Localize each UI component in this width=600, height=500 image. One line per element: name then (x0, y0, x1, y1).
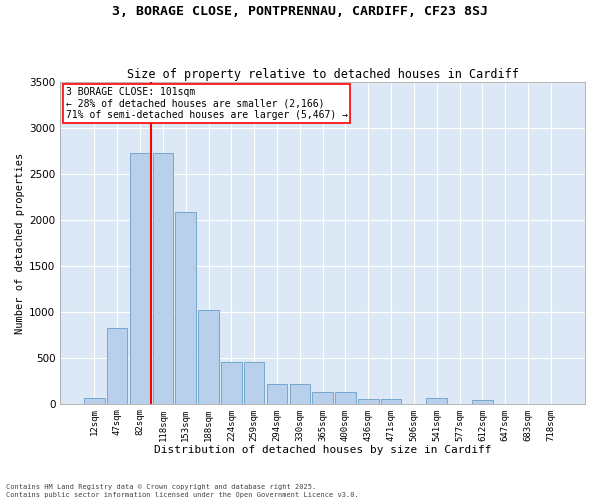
Bar (198, 310, 219, 404)
Bar (152, 153, 173, 404)
Bar (472, 400, 493, 404)
Bar (427, 398, 447, 404)
Bar (244, 362, 265, 404)
Text: 3, BORAGE CLOSE, PONTPRENNAU, CARDIFF, CF23 8SJ: 3, BORAGE CLOSE, PONTPRENNAU, CARDIFF, C… (112, 5, 488, 18)
Bar (313, 392, 333, 404)
Y-axis label: Number of detached properties: Number of detached properties (15, 152, 25, 334)
Text: 3 BORAGE CLOSE: 101sqm
← 28% of detached houses are smaller (2,166)
71% of semi-: 3 BORAGE CLOSE: 101sqm ← 28% of detached… (65, 87, 347, 120)
Bar (381, 399, 401, 404)
Bar (84, 398, 104, 404)
Text: Contains HM Land Registry data © Crown copyright and database right 2025.
Contai: Contains HM Land Registry data © Crown c… (6, 484, 359, 498)
Bar (175, 212, 196, 404)
Bar (267, 384, 287, 404)
Bar (290, 384, 310, 404)
X-axis label: Distribution of detached houses by size in Cardiff: Distribution of detached houses by size … (154, 445, 491, 455)
Bar (335, 392, 356, 404)
Bar (107, 328, 127, 404)
Bar (130, 153, 151, 404)
Bar (221, 362, 242, 404)
Bar (358, 399, 379, 404)
Title: Size of property relative to detached houses in Cardiff: Size of property relative to detached ho… (127, 68, 518, 81)
